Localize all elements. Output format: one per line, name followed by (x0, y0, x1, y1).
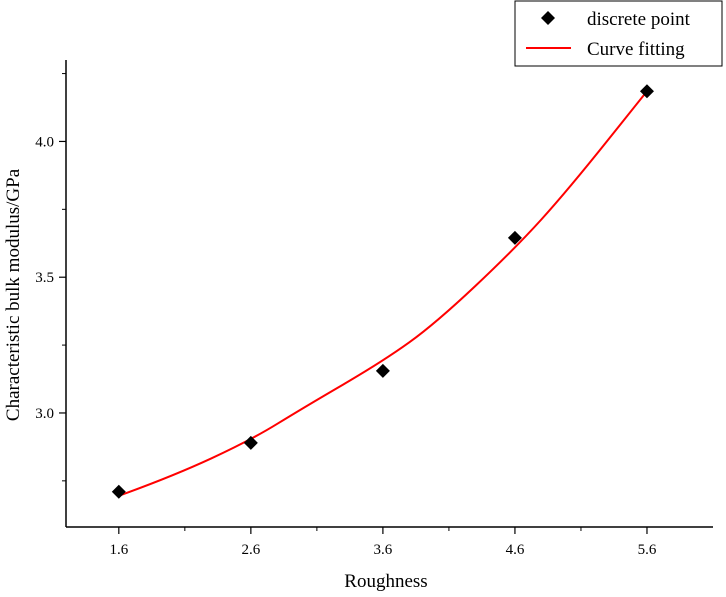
x-tick-label: 5.6 (638, 542, 657, 558)
y-axis-title: Characteristic bulk modulus/GPa (3, 168, 24, 421)
x-axis-title: Roughness (344, 571, 427, 592)
data-point (243, 435, 258, 450)
legend-box (514, 0, 723, 67)
x-tick-label: 4.6 (506, 542, 525, 558)
data-point (639, 84, 654, 99)
axes (65, 60, 713, 528)
legend-label-curve-fitting: Curve fitting (587, 39, 685, 60)
fit-curve (118, 90, 648, 497)
x-tick-label: 3.6 (374, 542, 393, 558)
y-tick-label: 3.5 (35, 270, 54, 286)
y-tick-label: 3.0 (35, 406, 54, 422)
x-tick-label: 2.6 (241, 542, 260, 558)
data-point (375, 363, 390, 378)
legend-marker-discrete-point (541, 11, 555, 25)
data-point (507, 230, 522, 245)
data-point (111, 484, 126, 499)
y-tick-label: 4.0 (35, 134, 54, 150)
legend-label-discrete-point: discrete point (587, 9, 691, 30)
fit-line-layer (118, 90, 648, 497)
ticks: 1.6 2.6 3.6 4.6 5.6 3.0 3.5 4.0 (35, 73, 657, 558)
points-layer (111, 84, 654, 499)
legend: discrete point Curve fitting (514, 0, 723, 67)
x-tick-label: 1.6 (109, 542, 128, 558)
